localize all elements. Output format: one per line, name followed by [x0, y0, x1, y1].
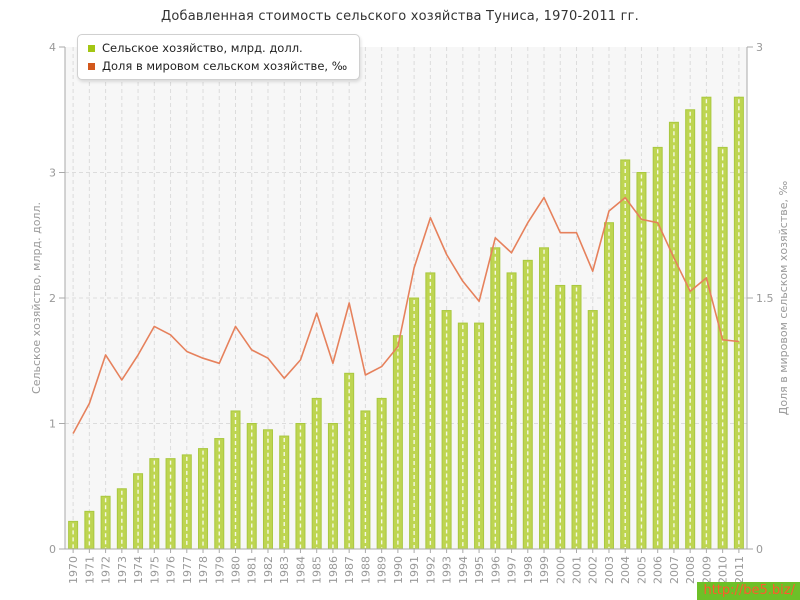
legend-item-agriculture: Сельское хозяйство, млрд. долл.: [88, 41, 347, 55]
x-tick-label: 1998: [522, 556, 535, 584]
x-tick-label: 2009: [700, 556, 713, 584]
x-tick-label: 1973: [116, 556, 129, 584]
x-tick-label: 1982: [262, 556, 275, 584]
legend-label-world-share: Доля в мировом сельском хозяйстве, ‰: [102, 59, 348, 73]
world-share-line: [72, 196, 739, 434]
x-tick-label: 1993: [441, 556, 454, 584]
x-tick-label: 1986: [327, 556, 340, 584]
x-tick-label: 1983: [278, 556, 291, 584]
x-tick-label: 1978: [197, 556, 210, 584]
x-tick-label: 2001: [571, 556, 584, 584]
left-axis-title: Сельское хозяйство, млрд. долл.: [30, 202, 43, 394]
x-tick-label: 1994: [457, 556, 470, 584]
bar-1978: [198, 448, 209, 550]
x-tick-label: 1984: [294, 556, 307, 584]
x-tick-label: 2002: [587, 556, 600, 584]
bar-series-swatch-icon: [88, 44, 95, 52]
x-tick-label: 1972: [100, 556, 113, 584]
right-tick-label: 0: [756, 543, 763, 556]
x-tick-label: 1997: [506, 556, 519, 584]
line-series-swatch-icon: [88, 62, 95, 70]
x-tick-label: 1980: [230, 556, 243, 584]
legend-box: Сельское хозяйство, млрд. долл. Доля в м…: [77, 34, 361, 80]
x-tick-label: 1999: [538, 556, 551, 584]
x-tick-label: 1971: [83, 556, 96, 584]
x-tick-label: 1970: [67, 556, 80, 584]
x-tick-label: 1991: [408, 556, 421, 584]
x-tick-label: 1976: [165, 556, 178, 584]
left-tick-label: 2: [49, 292, 56, 305]
x-tick-label: 2006: [652, 556, 665, 584]
x-tick-label: 1988: [359, 556, 372, 584]
left-tick-label: 3: [49, 167, 56, 180]
x-tick-label: 2011: [733, 556, 746, 584]
x-tick-label: 2007: [668, 556, 681, 584]
x-tick-label: 1987: [343, 556, 356, 584]
bar-2002: [587, 310, 598, 550]
x-tick-label: 1985: [311, 556, 324, 584]
chart-title: Добавленная стоимость сельского хозяйств…: [160, 9, 640, 24]
x-tick-label: 1979: [213, 556, 226, 584]
x-tick-label: 1975: [148, 556, 161, 584]
x-tick-label: 1974: [132, 556, 145, 584]
bar-1993: [441, 310, 452, 550]
x-tick-label: 1992: [424, 556, 437, 584]
x-tick-label: 1996: [489, 556, 502, 584]
left-tick-label: 1: [49, 418, 56, 431]
x-tick-label: 2000: [554, 556, 567, 584]
x-tick-label: 2005: [635, 556, 648, 584]
x-tick-label: 2004: [619, 556, 632, 584]
right-axis-title: Доля в мировом сельском хозяйстве, ‰: [777, 181, 790, 416]
x-tick-label: 1990: [392, 556, 405, 584]
x-tick-label: 1981: [246, 556, 259, 584]
x-tick-label: 1977: [181, 556, 194, 584]
left-tick-label: 4: [49, 41, 56, 54]
x-tick-label: 1995: [473, 556, 486, 584]
right-tick-label: 1.5: [756, 292, 774, 305]
left-tick-label: 0: [49, 543, 56, 556]
x-tick-label: 2003: [603, 556, 616, 584]
x-tick-label: 2008: [684, 556, 697, 584]
right-tick-label: 3: [756, 41, 763, 54]
x-tick-label: 1989: [376, 556, 389, 584]
legend-label-agriculture: Сельское хозяйство, млрд. долл.: [102, 41, 303, 55]
x-tick-label: 2010: [717, 556, 730, 584]
watermark-link[interactable]: http://be5.biz/: [697, 582, 800, 600]
legend-item-world-share: Доля в мировом сельском хозяйстве, ‰: [88, 59, 347, 73]
